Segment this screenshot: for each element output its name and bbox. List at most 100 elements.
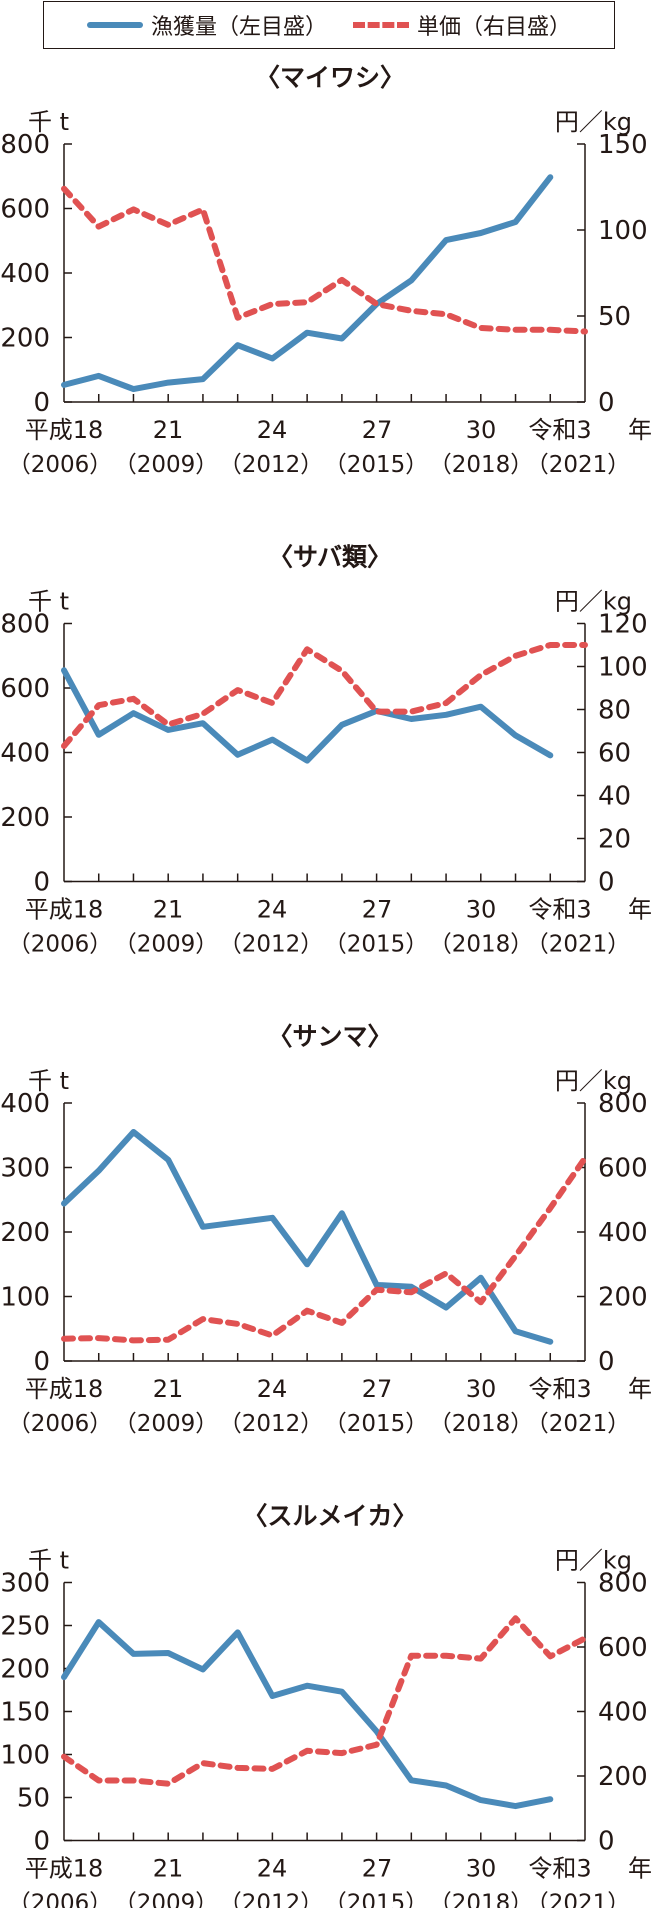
left-axis-unit: 千 t [28,1547,69,1575]
x-axis-unit: 年 [628,416,652,444]
x-tick-label: 平成18 [25,1375,104,1403]
legend-label-catch: 漁獲量（左目盛） [150,15,327,40]
left-tick-label: 600 [0,674,50,704]
x-tick-year: （2009） [114,452,219,478]
x-axis-unit: 年 [628,896,652,924]
left-tick-label: 400 [0,259,50,289]
left-tick-label: 800 [0,610,50,640]
chart-title: 〈サンマ〉 [267,1022,392,1051]
legend-item-catch: 漁獲量（左目盛） [86,9,327,41]
x-tick-label: 30 [466,416,497,444]
left-tick-label: 300 [0,1154,50,1184]
left-tick-label: 200 [0,1655,50,1685]
x-tick-label: 30 [466,1855,497,1883]
x-tick-year: （2015） [324,452,429,478]
x-tick-year: （2012） [219,932,324,958]
x-tick-label: 21 [153,1855,184,1883]
x-tick-year: （2018） [429,452,534,478]
x-tick-year: （2021） [526,1891,631,1908]
right-tick-label: 600 [598,1633,648,1663]
left-tick-label: 400 [0,739,50,769]
x-tick-year: （2012） [219,1411,324,1437]
x-tick-label: 令和3 [528,1375,591,1403]
legend-item-price: 単価（右目盛） [353,9,571,41]
chart-title: 〈スルメイカ〉 [242,1502,417,1531]
x-tick-label: 27 [362,416,393,444]
left-tick-label: 100 [0,1283,50,1313]
chart-0: 〈マイワシ〉千 t 円／kg 0 200 400 600 800 0 50 100 150 平成18 2… [0,63,652,478]
x-tick-label: 27 [362,896,393,924]
x-tick-year: （2021） [526,932,631,958]
right-tick-label: 800 [598,1089,648,1119]
price-series-line [61,642,588,749]
x-tick-year: （2006） [8,452,113,478]
right-tick-label: 60 [598,739,631,769]
left-axis-unit: 千 t [28,1067,69,1095]
price-series-line [61,1155,588,1344]
right-tick-label: 800 [598,1569,648,1599]
left-tick-label: 250 [0,1612,50,1642]
left-tick-label: 150 [0,1698,50,1728]
price-series-line [61,1615,588,1787]
right-tick-label: 100 [598,653,648,683]
right-tick-label: 20 [598,825,631,855]
chart-3: 〈スルメイカ〉千 t 円／kg 0 50 100 150 200 250 300 0 200 400 6… [0,1502,652,1908]
left-tick-label: 50 [17,1784,50,1814]
x-tick-year: （2021） [526,1411,631,1437]
right-axis-unit: 円／kg [555,108,632,136]
x-tick-year: （2006） [8,932,113,958]
x-tick-year: （2009） [114,1411,219,1437]
right-tick-label: 100 [598,216,648,246]
right-tick-label: 200 [598,1283,648,1313]
x-tick-label: 令和3 [528,896,591,924]
right-tick-label: 200 [598,1762,648,1792]
x-tick-year: （2015） [324,1891,429,1908]
legend-swatch-solid [86,22,143,28]
chart-2: 〈サンマ〉千 t 円／kg 0 100 200 300 400 0 200 400 600 800 平成… [0,1022,652,1437]
price-series-line [61,185,588,335]
left-tick-label: 0 [33,1347,50,1377]
left-axis-unit: 千 t [28,108,69,136]
x-tick-year: （2009） [114,1891,219,1908]
x-tick-year: （2018） [429,1411,534,1437]
x-tick-label: 21 [153,896,184,924]
x-tick-year: （2018） [429,932,534,958]
x-axis-unit: 年 [628,1375,652,1403]
x-tick-label: 平成18 [25,896,104,924]
x-tick-label: 平成18 [25,416,104,444]
x-tick-label: 27 [362,1855,393,1883]
x-tick-label: 30 [466,1375,497,1403]
x-tick-label: 平成18 [25,1855,104,1883]
left-tick-label: 300 [0,1569,50,1599]
left-tick-label: 400 [0,1089,50,1119]
left-tick-label: 800 [0,130,50,160]
right-tick-label: 0 [598,388,615,418]
left-tick-label: 600 [0,195,50,225]
x-tick-year: （2015） [324,1411,429,1437]
right-axis-unit: 円／kg [555,1067,632,1095]
catch-series-line [61,1129,554,1345]
chart-title: 〈サバ類〉 [268,543,392,572]
x-tick-year: （2006） [8,1411,113,1437]
legend-swatch-dashed [353,22,409,28]
right-tick-label: 0 [598,868,615,898]
left-tick-label: 200 [0,803,50,833]
x-tick-label: 21 [153,416,184,444]
catch-series-line [61,667,554,764]
x-tick-label: 令和3 [528,1855,591,1883]
legend: 漁獲量（左目盛） 単価（右目盛） [43,1,615,49]
right-tick-label: 150 [598,130,648,160]
right-tick-label: 400 [598,1698,648,1728]
x-tick-label: 27 [362,1375,393,1403]
legend-label-price: 単価（右目盛） [417,15,572,40]
x-tick-label: 30 [466,896,497,924]
left-tick-label: 0 [33,1827,50,1857]
left-tick-label: 0 [33,868,50,898]
left-tick-label: 200 [0,324,50,354]
x-tick-year: （2006） [8,1891,113,1908]
x-tick-label: 24 [257,896,288,924]
catch-series-line [61,1619,554,1810]
left-tick-label: 0 [33,388,50,418]
chart-1: 〈サバ類〉千 t 円／kg 0 200 400 600 800 0 20 40 60 80 100 120… [0,543,652,958]
